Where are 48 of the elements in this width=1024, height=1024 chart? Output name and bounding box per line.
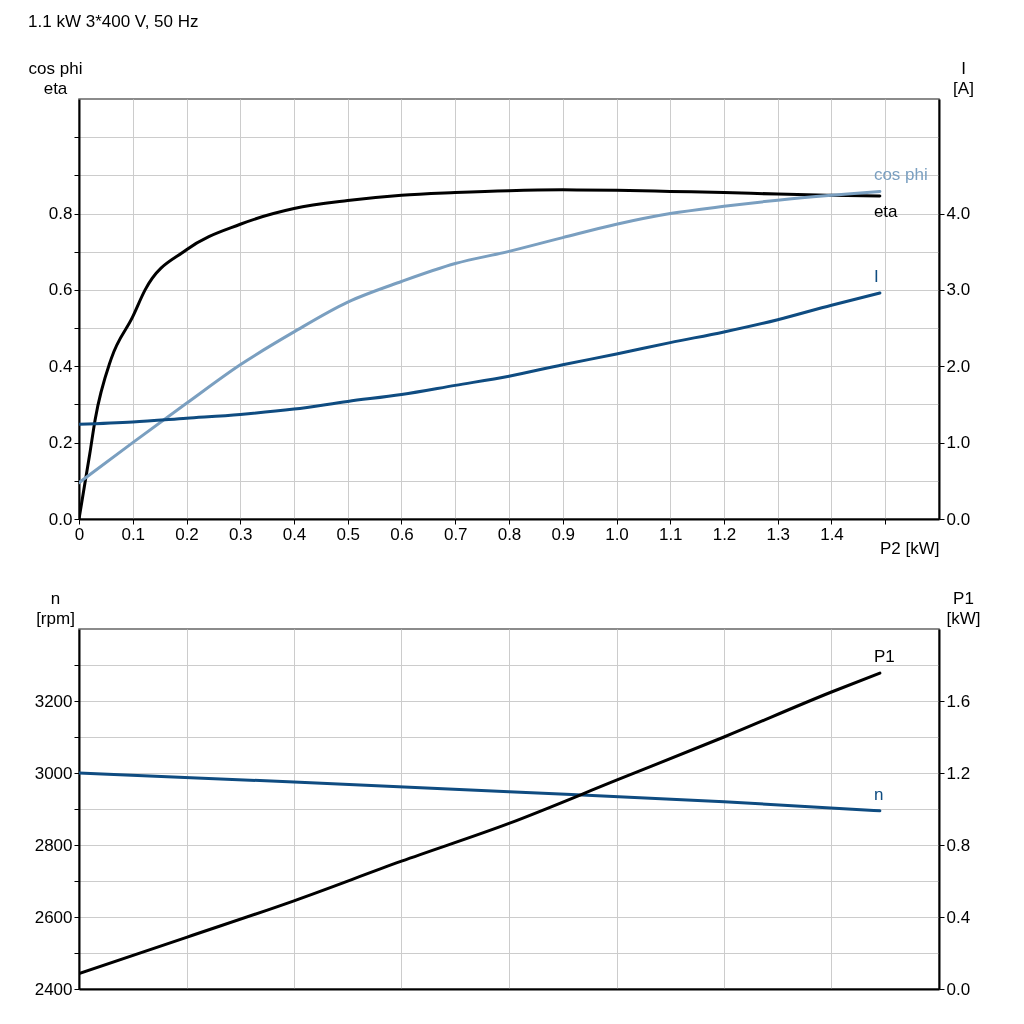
x-tick-label: 1.4 xyxy=(820,524,844,544)
series-label: P1 xyxy=(873,647,895,667)
x-tick-label: 0.6 xyxy=(390,524,414,544)
x-tick-label: 1.2 xyxy=(712,524,737,544)
series-label: n xyxy=(873,784,884,804)
x-tick-label: 0.3 xyxy=(228,524,253,544)
series-label: eta xyxy=(873,201,899,221)
y2-tick-label: 0.0 xyxy=(946,979,971,999)
x-tick-label: 0.2 xyxy=(175,524,199,544)
y2-tick-label: 1.6 xyxy=(946,691,971,711)
y2-tick-label: 0.4 xyxy=(946,907,971,927)
x-tick-label: 1.3 xyxy=(766,524,791,544)
y2-tick-label: 0.0 xyxy=(946,509,971,529)
y2-tick-label: 0.8 xyxy=(946,835,971,855)
y2-tick-label: 2.0 xyxy=(946,356,971,376)
x-tick-label: 0.4 xyxy=(282,524,307,544)
chart-title: 1.1 kW 3*400 V, 50 Hz xyxy=(28,12,199,31)
x-tick-label: 0.8 xyxy=(497,524,522,544)
x-tick-label: 0 xyxy=(74,524,85,544)
y-tick-label: 0.4 xyxy=(48,356,73,376)
y2-tick-label: 1.2 xyxy=(946,763,971,783)
y2-tick-label: 1.0 xyxy=(946,433,971,453)
y-axis-title: cos phi eta xyxy=(28,58,83,98)
y2-tick-label: 4.0 xyxy=(946,204,971,224)
x-tick-label: 0.5 xyxy=(336,524,361,544)
y-tick-label: 0.0 xyxy=(48,509,73,529)
y-tick-label: 2600 xyxy=(34,907,73,927)
y-tick-label: 3200 xyxy=(34,691,73,711)
x-tick-label: 1.1 xyxy=(658,524,683,544)
line-series xyxy=(79,771,882,813)
y-tick-label: 0.6 xyxy=(48,280,73,300)
x-axis-title: P2 [kW] xyxy=(879,538,940,558)
x-tick-label: 0.9 xyxy=(551,524,576,544)
y-tick-label: 2800 xyxy=(34,835,73,855)
y-tick-label: 2400 xyxy=(34,979,73,999)
x-tick-label: 0.7 xyxy=(443,524,468,544)
y-tick-label: 3000 xyxy=(34,763,73,783)
x-tick-label: 1.0 xyxy=(605,524,629,544)
series-label: I xyxy=(873,266,879,286)
x-tick-label: 0.1 xyxy=(121,524,146,544)
y2-axis-title: I [A] xyxy=(953,58,974,98)
y-axis-title: n [rpm] xyxy=(36,588,75,628)
series-label: cos phi xyxy=(873,165,928,185)
y2-tick-label: 3.0 xyxy=(946,280,971,300)
line-series xyxy=(79,291,882,426)
y-tick-label: 0.8 xyxy=(48,204,73,224)
y-tick-label: 0.2 xyxy=(48,433,73,453)
y2-axis-title: P1 [kW] xyxy=(946,588,981,628)
